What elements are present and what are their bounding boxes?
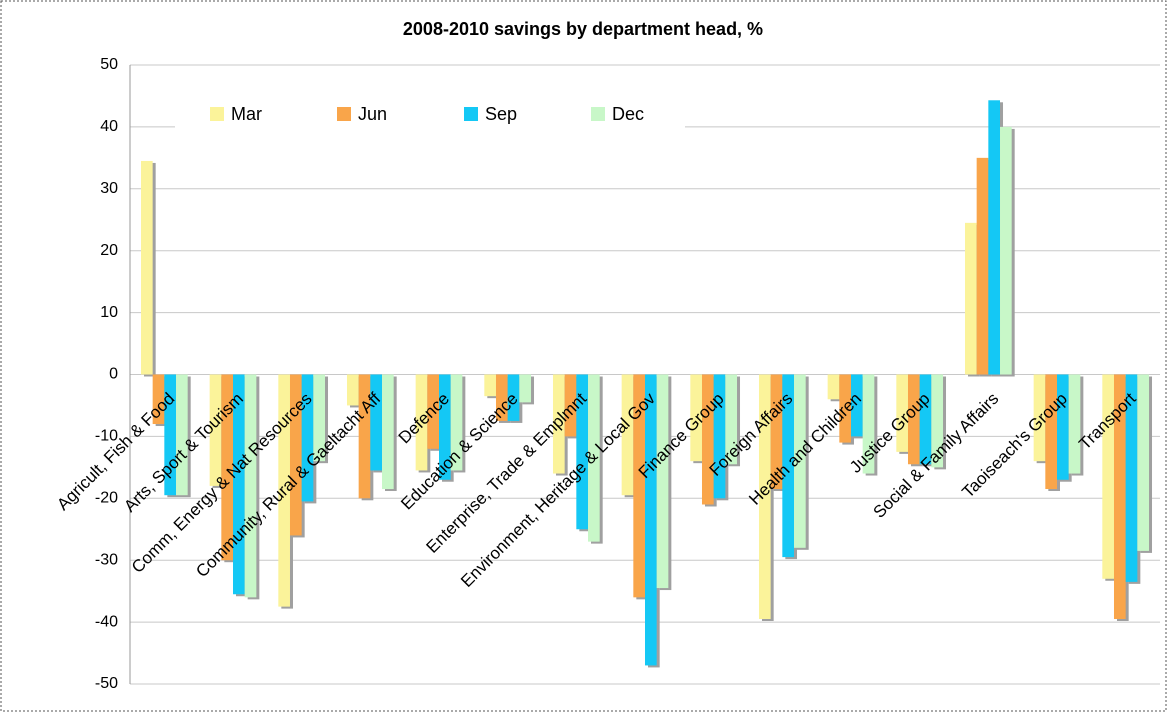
- y-tick-label: 10: [100, 304, 118, 321]
- bar: [713, 374, 726, 499]
- bar: [701, 374, 714, 505]
- bar: [588, 374, 600, 542]
- bar: [839, 374, 851, 443]
- bar: [1000, 126, 1012, 375]
- bar: [164, 374, 177, 496]
- y-tick-label: -10: [95, 428, 118, 445]
- legend-swatch: [210, 107, 224, 121]
- y-tick-label: 50: [100, 56, 118, 73]
- bar: [484, 374, 496, 397]
- legend-swatch: [591, 107, 605, 121]
- bar: [931, 374, 944, 468]
- legend-label: Dec: [612, 104, 644, 124]
- bar: [152, 374, 165, 425]
- legend-swatch: [464, 107, 478, 121]
- bar: [358, 374, 371, 499]
- bar: [507, 374, 520, 421]
- bar: [495, 374, 508, 421]
- bar: [770, 374, 783, 490]
- bar: [1125, 374, 1138, 582]
- bar: [244, 374, 257, 598]
- bar: [827, 374, 840, 400]
- bar: [621, 374, 634, 496]
- y-tick-label: -20: [95, 490, 118, 507]
- bar: [1102, 374, 1114, 579]
- bar: [415, 374, 428, 471]
- y-tick-label: -30: [95, 551, 118, 568]
- bar: [725, 374, 738, 465]
- bar: [645, 374, 657, 666]
- bar: [976, 157, 989, 375]
- bar: [919, 374, 932, 465]
- bar: [140, 160, 153, 375]
- bar: [382, 374, 394, 490]
- bar: [176, 374, 188, 496]
- bar: [633, 374, 645, 598]
- chart-title: 2008-2010 savings by department head, %: [403, 19, 763, 39]
- bar: [576, 374, 589, 530]
- bar: [346, 374, 359, 406]
- bar: [690, 374, 702, 462]
- bar: [851, 374, 863, 437]
- bar: [988, 100, 1001, 375]
- y-tick-label: 0: [109, 366, 118, 383]
- bar: [1057, 374, 1069, 480]
- bar: [1137, 374, 1150, 551]
- bar: [1068, 374, 1081, 474]
- bar: [1033, 374, 1046, 462]
- bar: [794, 374, 806, 548]
- bar: [862, 374, 875, 474]
- bar: [233, 374, 245, 595]
- bar: [758, 374, 771, 620]
- y-tick-label: -50: [95, 675, 118, 692]
- bar: [289, 374, 302, 536]
- y-tick-label: 30: [100, 180, 118, 197]
- legend-swatch: [337, 107, 351, 121]
- bar: [427, 374, 439, 449]
- bar: [209, 374, 222, 486]
- bar: [1113, 374, 1126, 620]
- bar: [370, 374, 383, 471]
- bar: [782, 374, 795, 558]
- legend-label: Jun: [358, 104, 387, 124]
- y-tick-label: 20: [100, 242, 118, 259]
- bar: [656, 374, 669, 589]
- y-tick-label: -40: [95, 613, 118, 630]
- bar: [301, 374, 314, 502]
- bar: [450, 374, 463, 471]
- legend-label: Sep: [485, 104, 517, 124]
- bar: [221, 374, 233, 561]
- bar: [964, 222, 977, 375]
- bar: [552, 374, 565, 474]
- bar: [896, 374, 908, 452]
- bar: [439, 374, 451, 480]
- y-tick-label: 40: [100, 118, 118, 135]
- bar: [278, 374, 290, 607]
- legend-label: Mar: [231, 104, 262, 124]
- bar: [313, 374, 326, 462]
- bar: [1045, 374, 1057, 490]
- bar: [564, 374, 577, 437]
- bar: [907, 374, 920, 465]
- bar: [519, 374, 532, 403]
